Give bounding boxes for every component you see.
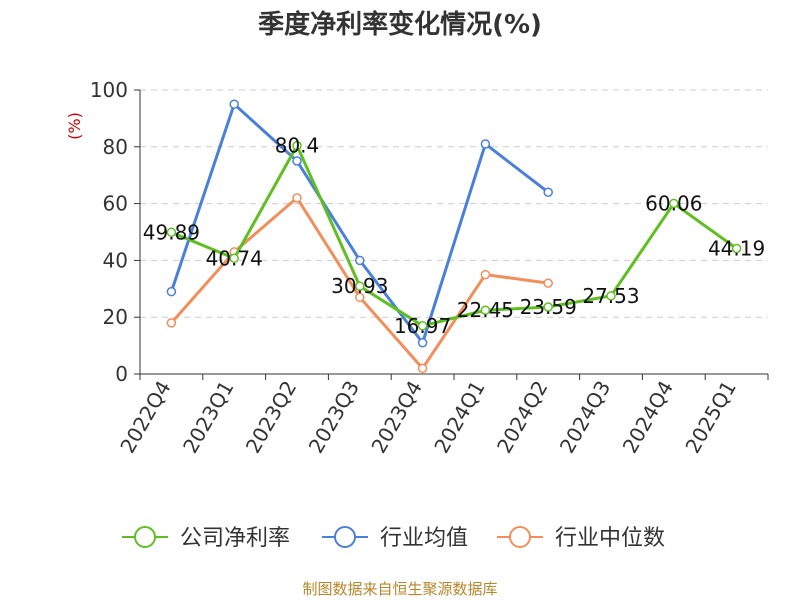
series-line-0 <box>170 144 738 328</box>
y-tick-label: 60 <box>103 192 128 216</box>
data-point[interactable] <box>480 139 491 149</box>
y-tick-label: 80 <box>103 135 128 159</box>
legend-marker <box>509 526 531 548</box>
data-point[interactable] <box>606 291 616 301</box>
source-note: 制图数据来自恒生聚源数据库 <box>302 580 498 598</box>
y-axis-label: (%) <box>65 112 84 140</box>
data-label: 49.89 <box>143 220 200 244</box>
legend-item[interactable]: 公司净利率 <box>122 526 290 551</box>
y-tick-label: 0 <box>115 362 128 386</box>
data-point[interactable] <box>355 292 365 303</box>
data-point[interactable] <box>292 193 302 203</box>
data-point[interactable] <box>229 99 239 109</box>
data-point[interactable] <box>166 227 177 238</box>
data-label: 40.74 <box>206 246 263 270</box>
data-point[interactable] <box>166 318 177 328</box>
x-tick-label: 2023Q3 <box>304 377 364 458</box>
data-label: 23.59 <box>520 295 577 319</box>
x-tick-label: 2024Q4 <box>618 377 678 458</box>
x-tick-label: 2022Q4 <box>115 377 175 458</box>
legend-item[interactable]: 行业中位数 <box>497 526 665 551</box>
data-point[interactable] <box>543 302 553 312</box>
chart-title: 季度净利率变化情况(%) <box>258 10 542 40</box>
data-label: 60.06 <box>645 191 702 215</box>
x-tick-label: 2024Q1 <box>429 377 489 458</box>
legend-label: 公司净利率 <box>180 526 290 551</box>
x-tick-label: 2024Q2 <box>492 377 552 458</box>
legend-marker <box>334 526 356 548</box>
data-point[interactable] <box>355 255 365 266</box>
legend-label: 行业中位数 <box>555 526 665 551</box>
legend[interactable]: 公司净利率 行业均值 行业中位数 <box>122 526 665 551</box>
data-point[interactable] <box>166 286 177 297</box>
y-tick-label: 40 <box>103 248 128 272</box>
legend-marker <box>134 526 156 548</box>
data-label: 16.97 <box>394 314 451 338</box>
data-point[interactable] <box>417 321 428 331</box>
x-tick-label: 2024Q3 <box>555 377 615 458</box>
data-point[interactable] <box>355 281 365 291</box>
data-point[interactable] <box>731 243 742 254</box>
legend-label: 行业均值 <box>380 526 468 551</box>
x-tick-label: 2023Q2 <box>241 377 301 458</box>
x-tick-label: 2025Q1 <box>680 377 740 458</box>
data-point[interactable] <box>417 363 428 374</box>
data-label: 44.19 <box>708 237 765 261</box>
data-point[interactable] <box>292 140 302 151</box>
data-label: 27.53 <box>582 284 639 308</box>
data-point[interactable] <box>543 187 553 197</box>
x-tick-label: 2023Q4 <box>366 377 426 458</box>
series-layer <box>166 99 742 374</box>
data-point[interactable] <box>229 253 239 264</box>
data-label: 30.93 <box>331 274 388 298</box>
x-tick-label: 2023Q1 <box>178 377 238 458</box>
y-tick-label: 20 <box>103 305 128 329</box>
y-tick-label: 100 <box>90 78 128 102</box>
data-point[interactable] <box>417 338 428 348</box>
legend-item[interactable]: 行业均值 <box>322 526 468 551</box>
data-label: 22.45 <box>457 298 514 322</box>
data-point[interactable] <box>480 305 491 315</box>
data-point[interactable] <box>292 156 302 166</box>
data-label: 80.4 <box>275 134 320 158</box>
data-point[interactable] <box>543 278 553 288</box>
data-point[interactable] <box>669 198 679 209</box>
data-point[interactable] <box>480 269 491 280</box>
